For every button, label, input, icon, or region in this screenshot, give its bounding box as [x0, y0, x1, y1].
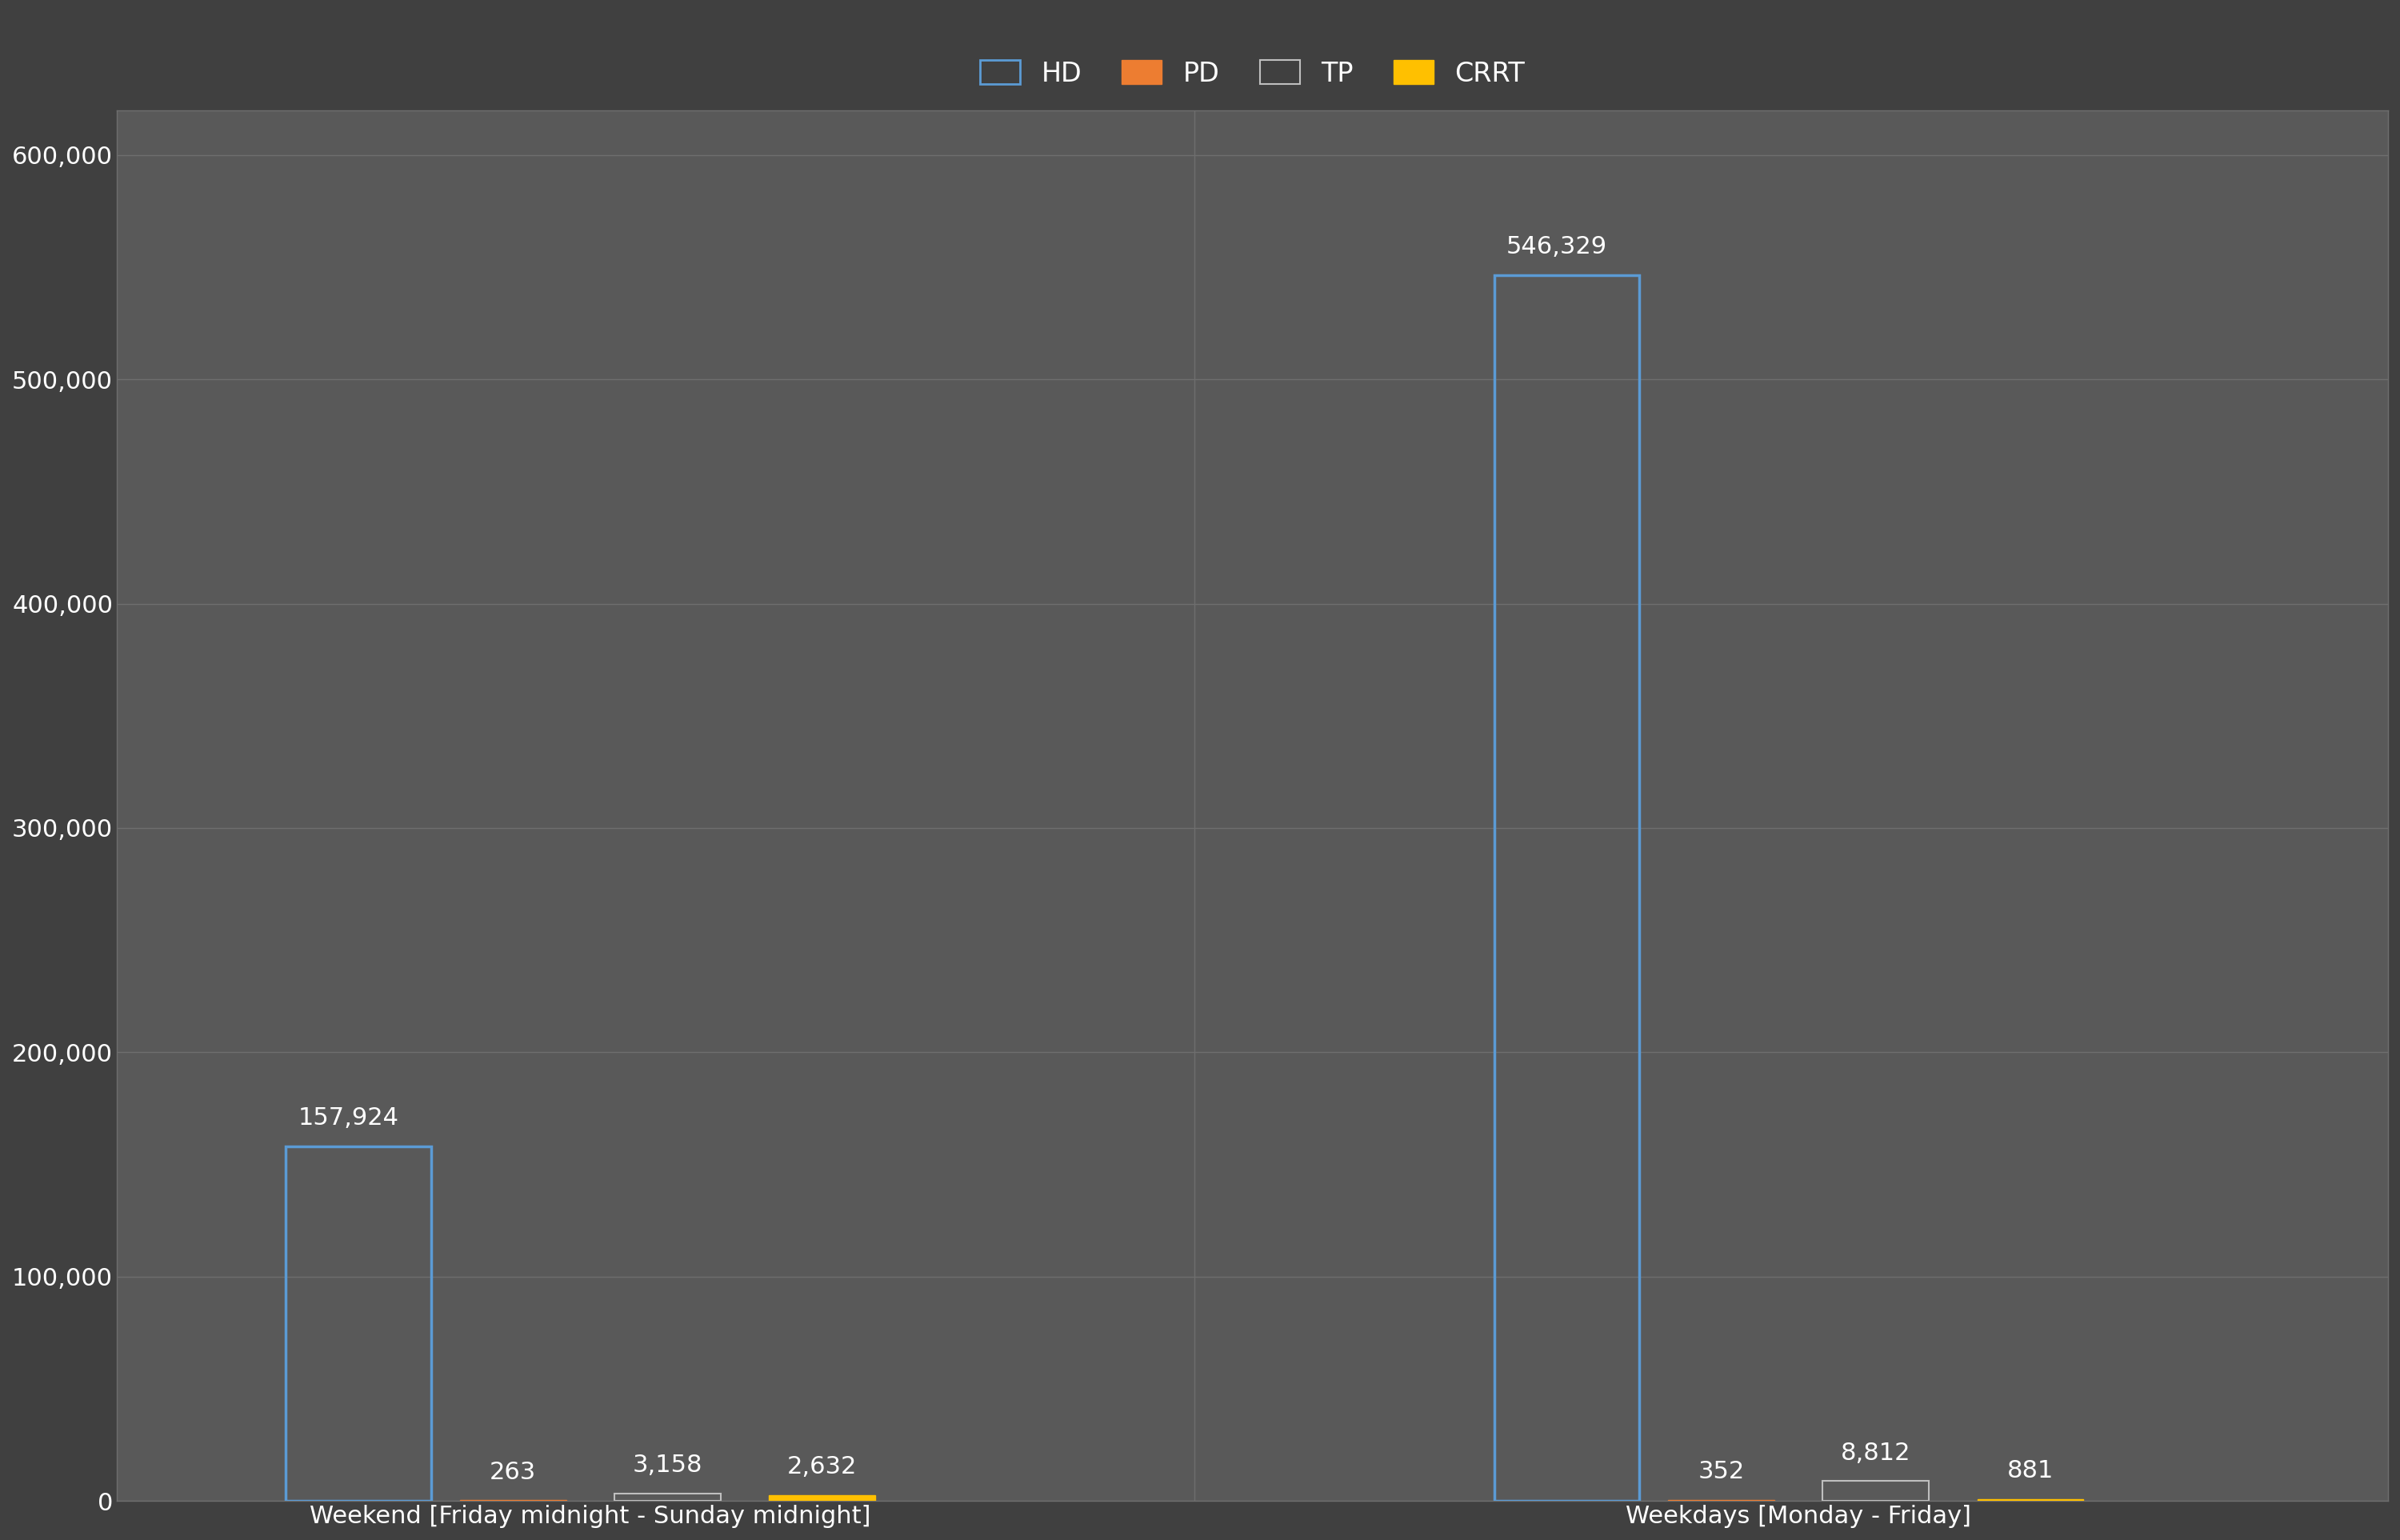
Text: 3,158: 3,158 — [634, 1454, 703, 1477]
Bar — [614, 1494, 720, 1502]
Bar — [1495, 276, 1639, 1502]
Text: 352: 352 — [1697, 1460, 1745, 1483]
Text: 546,329: 546,329 — [1507, 236, 1608, 259]
Bar — [768, 1495, 876, 1502]
Bar — [286, 1147, 432, 1502]
Text: 881: 881 — [2006, 1458, 2054, 1481]
Text: 263: 263 — [490, 1460, 535, 1483]
Legend: HD, PD, TP, CRRT: HD, PD, TP, CRRT — [967, 46, 1538, 100]
Bar — [1978, 1498, 2083, 1502]
Text: 8,812: 8,812 — [1841, 1441, 1910, 1465]
Bar — [1822, 1481, 1930, 1502]
Text: 157,924: 157,924 — [298, 1107, 398, 1130]
Text: 2,632: 2,632 — [787, 1455, 857, 1478]
